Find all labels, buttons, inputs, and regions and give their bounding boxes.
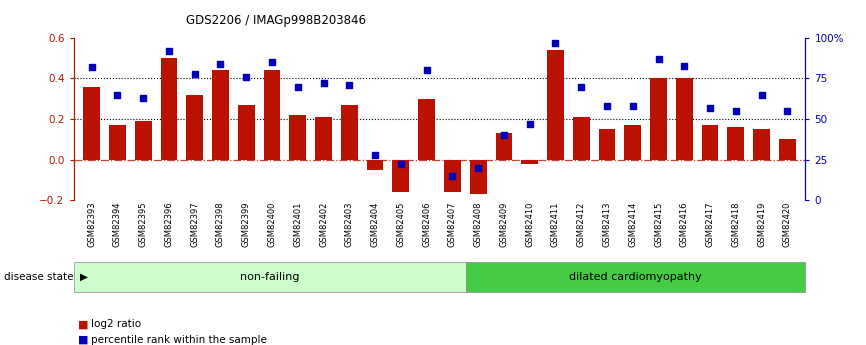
- Point: [265, 60, 279, 65]
- Bar: [701, 125, 719, 159]
- Point: [188, 71, 202, 76]
- Text: log2 ratio: log2 ratio: [91, 319, 141, 329]
- Text: non-failing: non-failing: [240, 272, 300, 282]
- Text: percentile rank within the sample: percentile rank within the sample: [91, 335, 267, 345]
- Bar: [753, 129, 770, 159]
- Point: [497, 132, 511, 138]
- Point: [445, 173, 459, 179]
- Bar: [186, 95, 204, 159]
- Point: [136, 95, 150, 101]
- Point: [651, 56, 665, 62]
- Bar: [289, 115, 307, 159]
- Point: [368, 152, 382, 157]
- Text: dilated cardiomyopathy: dilated cardiomyopathy: [569, 272, 701, 282]
- Bar: [109, 125, 126, 159]
- Point: [626, 103, 640, 109]
- Bar: [521, 159, 538, 164]
- Bar: [495, 133, 513, 159]
- Bar: [160, 58, 178, 159]
- Bar: [779, 139, 796, 159]
- Bar: [547, 50, 564, 159]
- Point: [162, 48, 176, 54]
- Point: [677, 63, 691, 68]
- Bar: [418, 99, 435, 159]
- Bar: [83, 87, 100, 159]
- Point: [214, 61, 228, 67]
- Bar: [675, 79, 693, 159]
- Point: [317, 81, 331, 86]
- Point: [574, 84, 588, 89]
- Bar: [572, 117, 590, 159]
- Point: [703, 105, 717, 110]
- Text: ■: ■: [78, 319, 88, 329]
- Point: [471, 165, 485, 170]
- Point: [780, 108, 794, 114]
- Point: [729, 108, 743, 114]
- Point: [239, 74, 253, 80]
- Bar: [598, 129, 616, 159]
- Point: [394, 162, 408, 167]
- Bar: [392, 159, 410, 192]
- Point: [342, 82, 356, 88]
- Text: GDS2206 / IMAGp998B203846: GDS2206 / IMAGp998B203846: [186, 14, 366, 27]
- Point: [754, 92, 768, 98]
- Bar: [315, 117, 332, 159]
- Bar: [727, 127, 744, 159]
- Bar: [341, 105, 358, 159]
- Bar: [238, 105, 255, 159]
- Bar: [212, 70, 229, 159]
- Point: [111, 92, 125, 98]
- Text: ■: ■: [78, 335, 88, 345]
- Point: [548, 40, 562, 46]
- Bar: [444, 159, 461, 192]
- Point: [85, 65, 99, 70]
- Bar: [650, 79, 667, 159]
- Bar: [624, 125, 641, 159]
- Point: [420, 68, 434, 73]
- Bar: [135, 121, 152, 159]
- Point: [600, 103, 614, 109]
- Point: [291, 84, 305, 89]
- Bar: [366, 159, 384, 170]
- Bar: [469, 159, 487, 194]
- Bar: [263, 70, 281, 159]
- Point: [523, 121, 537, 127]
- Text: disease state  ▶: disease state ▶: [4, 272, 88, 282]
